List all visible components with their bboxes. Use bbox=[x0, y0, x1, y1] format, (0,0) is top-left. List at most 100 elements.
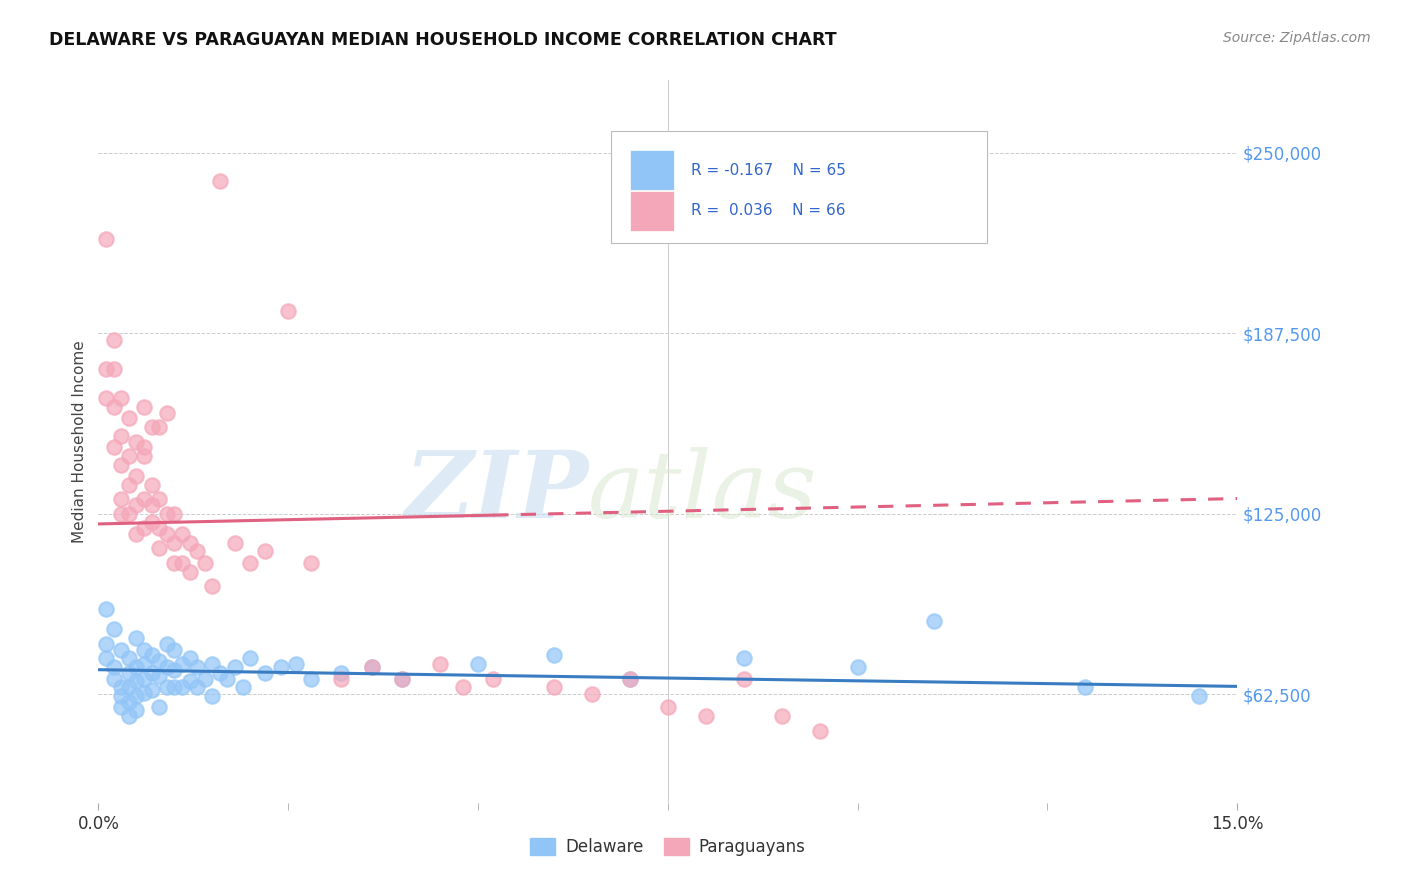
Point bbox=[186, 660, 208, 674]
Point bbox=[103, 440, 125, 454]
Point bbox=[360, 660, 382, 674]
Point bbox=[619, 672, 641, 686]
Point bbox=[163, 507, 186, 521]
Point bbox=[125, 689, 148, 703]
Point bbox=[148, 420, 170, 434]
Point bbox=[125, 434, 148, 449]
Point bbox=[360, 660, 382, 674]
Point bbox=[148, 668, 170, 682]
Point bbox=[239, 556, 262, 570]
Point bbox=[391, 672, 413, 686]
Point bbox=[846, 660, 869, 674]
Point bbox=[156, 637, 179, 651]
Point bbox=[451, 680, 474, 694]
Point bbox=[132, 449, 155, 463]
Point bbox=[118, 651, 141, 665]
Point bbox=[103, 400, 125, 414]
Point bbox=[232, 680, 254, 694]
Point bbox=[254, 665, 277, 680]
Point bbox=[110, 492, 132, 507]
Point bbox=[132, 672, 155, 686]
Point bbox=[141, 478, 163, 492]
Point bbox=[118, 449, 141, 463]
Point bbox=[239, 651, 262, 665]
Point bbox=[94, 232, 117, 246]
Point bbox=[125, 498, 148, 512]
Point bbox=[194, 556, 217, 570]
Point bbox=[194, 672, 217, 686]
Point bbox=[733, 651, 755, 665]
Point bbox=[1074, 680, 1097, 694]
Point bbox=[125, 631, 148, 645]
Point bbox=[141, 683, 163, 698]
Point bbox=[110, 458, 132, 472]
Point bbox=[330, 665, 353, 680]
Point bbox=[391, 672, 413, 686]
Point bbox=[482, 672, 505, 686]
Point bbox=[543, 648, 565, 663]
Point bbox=[208, 665, 231, 680]
Point bbox=[170, 556, 193, 570]
Point bbox=[110, 391, 132, 405]
Point bbox=[118, 709, 141, 723]
Point bbox=[254, 544, 277, 558]
Text: atlas: atlas bbox=[588, 447, 818, 537]
Point bbox=[922, 614, 945, 628]
Point bbox=[217, 672, 239, 686]
Point bbox=[132, 657, 155, 671]
Point bbox=[148, 654, 170, 668]
Point bbox=[808, 723, 831, 738]
Point bbox=[148, 700, 170, 714]
Point bbox=[201, 689, 224, 703]
Legend: Delaware, Paraguayans: Delaware, Paraguayans bbox=[523, 831, 813, 863]
Point bbox=[103, 623, 125, 637]
Point bbox=[110, 507, 132, 521]
Point bbox=[330, 672, 353, 686]
Point bbox=[201, 657, 224, 671]
Point bbox=[103, 660, 125, 674]
FancyBboxPatch shape bbox=[612, 131, 987, 243]
Point bbox=[94, 602, 117, 616]
Point bbox=[103, 334, 125, 348]
Point bbox=[118, 695, 141, 709]
Point bbox=[118, 507, 141, 521]
Point bbox=[1188, 689, 1211, 703]
Point bbox=[170, 527, 193, 541]
Point bbox=[94, 651, 117, 665]
Point bbox=[118, 665, 141, 680]
Point bbox=[132, 492, 155, 507]
Point bbox=[148, 492, 170, 507]
Point bbox=[118, 680, 141, 694]
Point bbox=[156, 406, 179, 420]
Point bbox=[170, 657, 193, 671]
Point bbox=[581, 687, 603, 701]
Point bbox=[132, 521, 155, 535]
Point bbox=[186, 680, 208, 694]
Point bbox=[132, 440, 155, 454]
Point bbox=[277, 304, 299, 318]
Point bbox=[141, 665, 163, 680]
Point bbox=[543, 680, 565, 694]
Point bbox=[103, 672, 125, 686]
Point bbox=[270, 660, 292, 674]
Point bbox=[103, 362, 125, 376]
Text: R = -0.167    N = 65: R = -0.167 N = 65 bbox=[690, 162, 845, 178]
Point bbox=[429, 657, 451, 671]
Point bbox=[156, 507, 179, 521]
Y-axis label: Median Household Income: Median Household Income bbox=[72, 340, 87, 543]
Point bbox=[141, 648, 163, 663]
Point bbox=[110, 642, 132, 657]
Bar bbox=[630, 191, 673, 230]
Point bbox=[163, 556, 186, 570]
Point bbox=[467, 657, 489, 671]
Point bbox=[163, 680, 186, 694]
Point bbox=[224, 660, 246, 674]
Point bbox=[179, 565, 201, 579]
Point bbox=[733, 672, 755, 686]
Point bbox=[156, 680, 179, 694]
Point bbox=[110, 429, 132, 443]
Point bbox=[224, 535, 246, 549]
Point bbox=[179, 535, 201, 549]
Point bbox=[125, 527, 148, 541]
Point bbox=[132, 686, 155, 700]
